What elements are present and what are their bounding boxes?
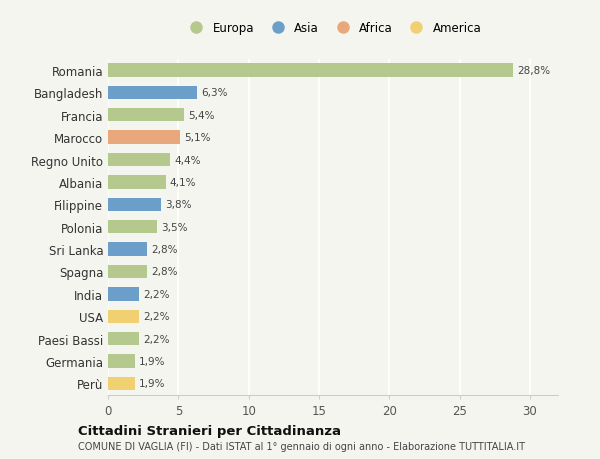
Text: 4,1%: 4,1%	[170, 178, 196, 188]
Bar	[108, 354, 135, 368]
Bar	[108, 109, 184, 122]
Text: 1,9%: 1,9%	[139, 379, 166, 389]
Bar	[108, 220, 157, 234]
Text: Cittadini Stranieri per Cittadinanza: Cittadini Stranieri per Cittadinanza	[78, 424, 341, 437]
Text: 2,8%: 2,8%	[152, 267, 178, 277]
Bar	[108, 86, 197, 100]
Text: 3,8%: 3,8%	[166, 200, 192, 210]
Bar	[108, 131, 180, 145]
Text: 1,9%: 1,9%	[139, 356, 166, 366]
Legend: Europa, Asia, Africa, America: Europa, Asia, Africa, America	[184, 22, 482, 35]
Bar	[108, 198, 161, 212]
Text: COMUNE DI VAGLIA (FI) - Dati ISTAT al 1° gennaio di ogni anno - Elaborazione TUT: COMUNE DI VAGLIA (FI) - Dati ISTAT al 1°…	[78, 441, 525, 451]
Bar	[108, 310, 139, 323]
Bar	[108, 64, 513, 78]
Bar	[108, 176, 166, 189]
Bar	[108, 332, 139, 346]
Text: 2,2%: 2,2%	[143, 312, 170, 322]
Bar	[108, 377, 135, 390]
Text: 2,2%: 2,2%	[143, 289, 170, 299]
Text: 5,1%: 5,1%	[184, 133, 211, 143]
Text: 6,3%: 6,3%	[201, 88, 227, 98]
Bar	[108, 243, 148, 256]
Bar	[108, 287, 139, 301]
Bar	[108, 265, 148, 279]
Text: 3,5%: 3,5%	[161, 222, 188, 232]
Text: 2,2%: 2,2%	[143, 334, 170, 344]
Text: 28,8%: 28,8%	[517, 66, 550, 76]
Text: 4,4%: 4,4%	[174, 155, 200, 165]
Text: 2,8%: 2,8%	[152, 245, 178, 255]
Text: 5,4%: 5,4%	[188, 111, 215, 121]
Bar	[108, 153, 170, 167]
